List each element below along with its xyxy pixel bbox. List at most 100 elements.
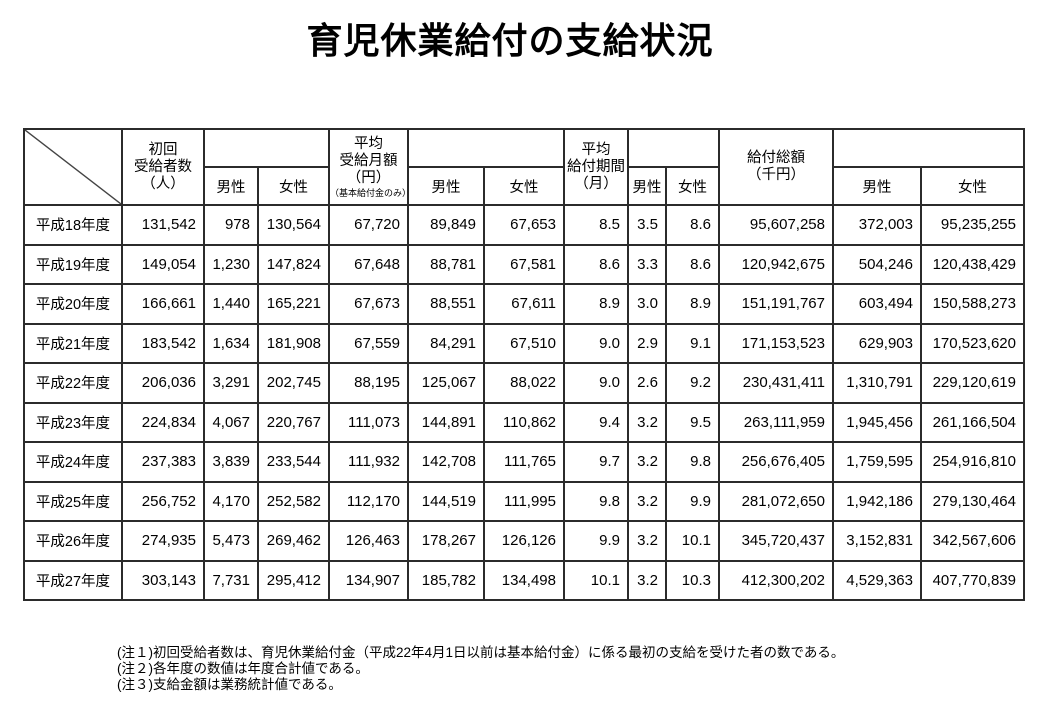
year-cell: 平成21年度 <box>23 322 123 364</box>
page-title: 育児休業給付の支給状況 <box>306 20 714 61</box>
header-group-first-recipients-label: 初回 受給者数 （人） <box>134 141 192 192</box>
value-cell: 8.6 <box>665 243 720 285</box>
value-cell: 1,230 <box>203 243 259 285</box>
value-cell: 8.9 <box>563 283 629 325</box>
header-group-avg-benefit-period: 平均 給付期間 （月） <box>563 128 629 206</box>
value-cell: 1,634 <box>203 322 259 364</box>
table-row: 平成26年度 274,935 5,473 269,462 126,463 178,267 1… <box>23 520 1025 562</box>
value-cell: 504,246 <box>832 243 922 285</box>
header-male-total-benefits: 男性 <box>832 166 922 206</box>
value-cell: 181,908 <box>257 322 330 364</box>
year-cell: 平成23年度 <box>23 401 123 443</box>
table-row: 平成25年度 256,752 4,170 252,582 112,170 144,519 1… <box>23 480 1025 522</box>
value-cell: 150,588,273 <box>920 283 1025 325</box>
value-cell: 89,849 <box>407 204 485 246</box>
value-cell: 229,120,619 <box>920 362 1025 404</box>
value-cell: 603,494 <box>832 283 922 325</box>
footnote-3: (注３)支給金額は業務統計値である。 <box>117 677 342 692</box>
value-cell: 8.6 <box>665 204 720 246</box>
value-cell: 372,003 <box>832 204 922 246</box>
value-cell: 130,564 <box>257 204 330 246</box>
value-cell: 126,463 <box>328 520 409 562</box>
header-female-first-recipients: 女性 <box>257 166 330 206</box>
header-group-total-benefits-span <box>832 128 1025 168</box>
value-cell: 220,767 <box>257 401 330 443</box>
value-cell: 9.0 <box>563 322 629 364</box>
value-cell: 183,542 <box>121 322 205 364</box>
value-cell: 9.8 <box>665 441 720 483</box>
value-cell: 256,752 <box>121 480 205 522</box>
value-cell: 8.6 <box>563 243 629 285</box>
table-row: 平成23年度 224,834 4,067 220,767 111,073 144,891 1… <box>23 401 1025 443</box>
year-cell: 平成27年度 <box>23 559 123 601</box>
value-cell: 9.0 <box>563 362 629 404</box>
value-cell: 185,782 <box>407 559 485 601</box>
value-cell: 9.7 <box>563 441 629 483</box>
header-row-groups: 初回 受給者数 （人） 平均 受給月額 （円） （基本給付金のみ） 平均 給付期… <box>23 128 1025 206</box>
header-group-avg-monthly-amount-label: 平均 受給月額 （円） <box>339 136 398 186</box>
value-cell: 110,862 <box>483 401 565 443</box>
table-header: 初回 受給者数 （人） 平均 受給月額 （円） （基本給付金のみ） 平均 給付期… <box>23 128 1025 206</box>
header-male-first-recipients: 男性 <box>203 166 259 206</box>
value-cell: 978 <box>203 204 259 246</box>
value-cell: 144,519 <box>407 480 485 522</box>
value-cell: 67,720 <box>328 204 409 246</box>
value-cell: 252,582 <box>257 480 330 522</box>
table-row: 平成22年度 206,036 3,291 202,745 88,195 125,067 88… <box>23 362 1025 404</box>
value-cell: 10.3 <box>665 559 720 601</box>
value-cell: 233,544 <box>257 441 330 483</box>
value-cell: 1,440 <box>203 283 259 325</box>
value-cell: 412,300,202 <box>718 559 834 601</box>
value-cell: 1,945,456 <box>832 401 922 443</box>
value-cell: 9.9 <box>563 520 629 562</box>
value-cell: 256,676,405 <box>718 441 834 483</box>
year-cell: 平成22年度 <box>23 362 123 404</box>
value-cell: 134,907 <box>328 559 409 601</box>
value-cell: 3.2 <box>627 401 667 443</box>
value-cell: 237,383 <box>121 441 205 483</box>
value-cell: 3.2 <box>627 520 667 562</box>
value-cell: 295,412 <box>257 559 330 601</box>
value-cell: 142,708 <box>407 441 485 483</box>
value-cell: 3,291 <box>203 362 259 404</box>
value-cell: 111,995 <box>483 480 565 522</box>
value-cell: 95,235,255 <box>920 204 1025 246</box>
year-cell: 平成19年度 <box>23 243 123 285</box>
year-cell: 平成18年度 <box>23 204 123 246</box>
header-group-avg-monthly-amount: 平均 受給月額 （円） （基本給付金のみ） <box>328 128 409 206</box>
value-cell: 279,130,464 <box>920 480 1025 522</box>
value-cell: 171,153,523 <box>718 322 834 364</box>
value-cell: 144,891 <box>407 401 485 443</box>
value-cell: 67,673 <box>328 283 409 325</box>
value-cell: 303,143 <box>121 559 205 601</box>
value-cell: 3.5 <box>627 204 667 246</box>
value-cell: 3.2 <box>627 441 667 483</box>
value-cell: 84,291 <box>407 322 485 364</box>
footnote-2: (注２)各年度の数値は年度合計値である。 <box>117 661 369 676</box>
value-cell: 67,510 <box>483 322 565 364</box>
table-row: 平成18年度 131,542 978 130,564 67,720 89,849 67,65… <box>23 204 1025 246</box>
value-cell: 178,267 <box>407 520 485 562</box>
value-cell: 9.9 <box>665 480 720 522</box>
value-cell: 9.2 <box>665 362 720 404</box>
value-cell: 67,648 <box>328 243 409 285</box>
header-group-avg-monthly-amount-note: （基本給付金のみ） <box>330 188 408 198</box>
value-cell: 224,834 <box>121 401 205 443</box>
header-group-first-recipients-span <box>203 128 330 168</box>
value-cell: 67,611 <box>483 283 565 325</box>
value-cell: 1,942,186 <box>832 480 922 522</box>
value-cell: 7,731 <box>203 559 259 601</box>
table-body: 平成18年度 131,542 978 130,564 67,720 89,849 67,65… <box>23 204 1025 601</box>
header-group-first-recipients: 初回 受給者数 （人） <box>121 128 205 206</box>
year-cell: 平成26年度 <box>23 520 123 562</box>
value-cell: 112,170 <box>328 480 409 522</box>
value-cell: 3,152,831 <box>832 520 922 562</box>
value-cell: 3.2 <box>627 559 667 601</box>
table-row: 平成19年度 149,054 1,230 147,824 67,648 88,781 67,… <box>23 243 1025 285</box>
value-cell: 4,529,363 <box>832 559 922 601</box>
header-group-avg-benefit-period-label: 平均 給付期間 （月） <box>567 141 625 192</box>
value-cell: 10.1 <box>563 559 629 601</box>
value-cell: 88,781 <box>407 243 485 285</box>
value-cell: 88,195 <box>328 362 409 404</box>
header-male-avg-benefit-period: 男性 <box>627 166 667 206</box>
